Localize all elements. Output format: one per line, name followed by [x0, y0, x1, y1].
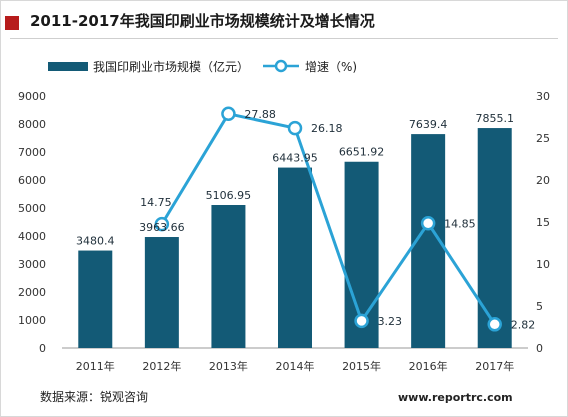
x-tick-label: 2015年 [342, 359, 381, 373]
y-left-tick-label: 6000 [18, 174, 46, 187]
growth-line [160, 112, 496, 326]
growth-point [420, 216, 436, 231]
y-left-tick-label: 9000 [18, 90, 46, 103]
growth-point [221, 106, 236, 122]
y-right-tick-label: 25 [536, 132, 550, 145]
x-tick-label: 2014年 [276, 359, 315, 373]
website-note: www.reportrc.com [398, 391, 513, 404]
y-right-tick-label: 15 [536, 216, 550, 229]
bar-data-label: 5106.95 [206, 189, 252, 202]
legend-bar-swatch [48, 61, 88, 71]
bar [78, 250, 113, 348]
bar-data-label: 7855.1 [475, 112, 514, 125]
y-left-tick-label: 3000 [18, 258, 46, 271]
line-data-label: 27.88 [244, 108, 276, 121]
line-data-label: 14.85 [444, 217, 476, 230]
x-tick-label: 2016年 [409, 359, 448, 373]
y-left-tick-label: 2000 [18, 286, 46, 299]
chart-legend: 我国印刷业市场规模（亿元） 增速（%) [48, 56, 357, 76]
growth-point [487, 317, 502, 332]
bar-data-label: 3480.4 [76, 235, 115, 248]
growth-point [154, 216, 170, 232]
chart-title: 2011-2017年我国印刷业市场规模统计及增长情况 [30, 12, 375, 30]
x-tick-label: 2013年 [209, 359, 248, 373]
legend-bar-label: 我国印刷业市场规模（亿元） [93, 59, 250, 74]
y-left-tick-label: 4000 [18, 230, 46, 243]
bar-data-label: 3963.66 [139, 221, 185, 234]
bar-data-label: 6443.95 [272, 152, 318, 165]
y-right-tick-label: 20 [536, 174, 550, 187]
line-data-label: 3.23 [378, 315, 403, 328]
growth-point [354, 313, 369, 329]
y-left-tick-label: 1000 [18, 314, 46, 327]
growth-point [287, 120, 303, 136]
title-accent-marker [5, 16, 19, 30]
title-divider [10, 38, 558, 39]
x-tick-label: 2017年 [475, 359, 514, 373]
bar [144, 237, 179, 348]
y-left-tick-label: 8000 [18, 118, 46, 131]
line-data-label: 2.82 [511, 318, 536, 331]
y-right-tick-label: 30 [536, 90, 550, 103]
bar [278, 167, 312, 348]
y-right-tick-label: 0 [536, 342, 543, 355]
y-left-tick-label: 0 [39, 342, 46, 355]
line-data-label: 26.18 [311, 122, 343, 135]
x-tick-label: 2011年 [76, 359, 115, 373]
y-left-tick-label: 7000 [18, 146, 46, 159]
y-right-tick-label: 5 [536, 300, 543, 313]
bar-data-label: 6651.92 [339, 146, 385, 159]
line-data-label: 14.75 [140, 196, 172, 209]
y-right-tick-label: 10 [536, 258, 550, 271]
x-tick-label: 2012年 [142, 359, 181, 373]
bar-data-label: 7639.4 [409, 118, 448, 131]
y-left-tick-label: 5000 [18, 202, 46, 215]
legend-line-swatch [263, 59, 300, 73]
bar [477, 128, 512, 348]
bar [211, 205, 246, 348]
legend-line-label: 增速（%) [305, 59, 358, 74]
source-note: 数据来源：锐观咨询 [40, 390, 149, 404]
